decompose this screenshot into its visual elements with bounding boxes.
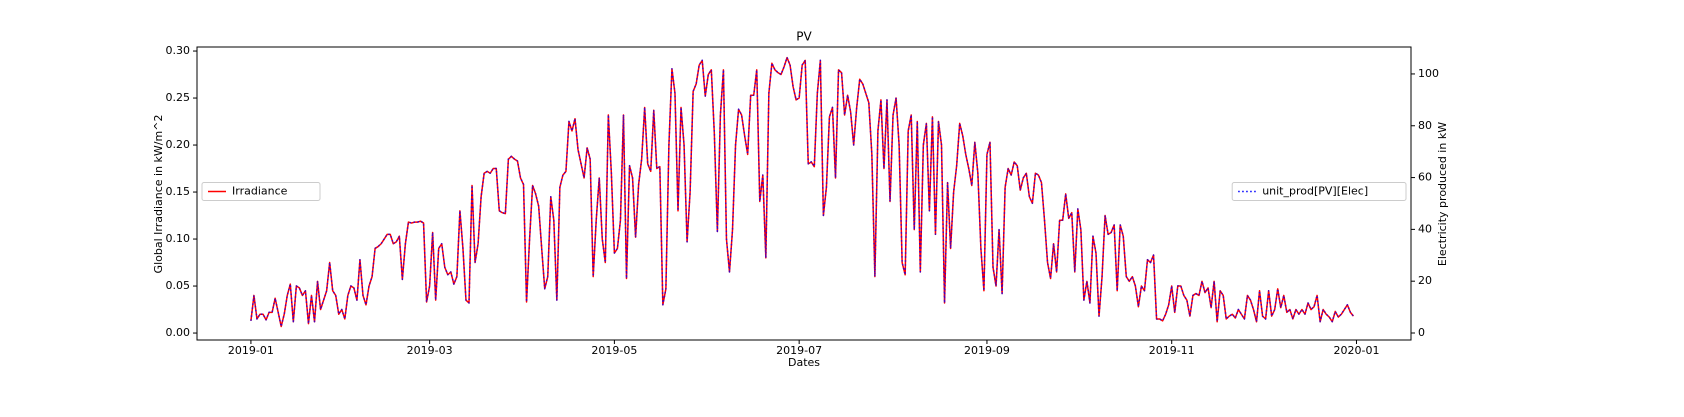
- y2-tick-label: 60: [1418, 171, 1432, 184]
- x-tick-label: 2019-11: [1149, 344, 1195, 357]
- legend-box: [201, 182, 321, 201]
- x-tick-label: 2019-07: [776, 344, 822, 357]
- y2-tick-label: 20: [1418, 274, 1432, 287]
- y2-tick-label: 40: [1418, 222, 1432, 235]
- y2-tick-label: 0: [1418, 326, 1425, 339]
- legend-box: [1231, 182, 1407, 201]
- y-axis-label: Global Irradiance in kW/m^2: [152, 115, 165, 274]
- x-axis-label: Dates: [788, 356, 820, 369]
- chart-title: PV: [796, 30, 812, 44]
- y-tick-label: 0.20: [166, 138, 191, 151]
- x-tick-label: 2020-01: [1333, 344, 1379, 357]
- x-tick-label: 2019-01: [228, 344, 274, 357]
- plot-frame: [196, 46, 1412, 341]
- legend-label: Irradiance: [232, 185, 288, 198]
- y-tick-label: 0.25: [166, 91, 191, 104]
- x-tick-label: 2019-03: [407, 344, 453, 357]
- legend-label: unit_prod[PV][Elec]: [1262, 185, 1368, 198]
- x-tick-label: 2019-05: [591, 344, 637, 357]
- y2-axis-label: Electricity produced in kW: [1436, 122, 1449, 266]
- y2-tick-label: 100: [1418, 67, 1439, 80]
- y-tick-label: 0.30: [166, 44, 191, 57]
- y2-tick-label: 80: [1418, 119, 1432, 132]
- series-line: [250, 56, 1355, 328]
- x-tick-label: 2019-09: [964, 344, 1010, 357]
- y-tick-label: 0.15: [166, 185, 191, 198]
- y-tick-label: 0.10: [166, 232, 191, 245]
- y-tick-label: 0.05: [166, 279, 191, 292]
- y-tick-label: 0.00: [166, 326, 191, 339]
